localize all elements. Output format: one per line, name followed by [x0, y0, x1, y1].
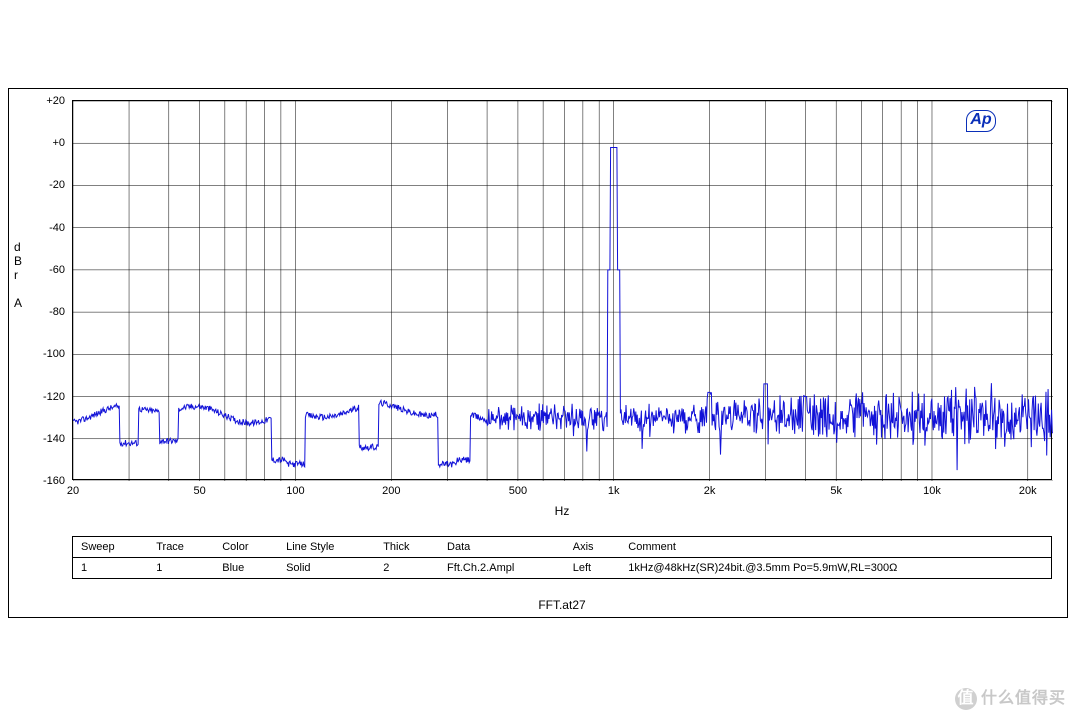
- y-tick: -60: [49, 264, 65, 276]
- table-header-cell: Axis: [565, 537, 621, 558]
- y-tick: +0: [52, 137, 65, 149]
- table-header-row: SweepTraceColorLine StyleThickDataAxisCo…: [73, 537, 1052, 558]
- table-header-cell: Sweep: [73, 537, 149, 558]
- table-cell: 1kHz@48kHz(SR)24bit.@3.5mm Po=5.9mW,RL=3…: [620, 558, 1051, 579]
- table-header-cell: Color: [214, 537, 278, 558]
- x-tick: 100: [286, 485, 304, 497]
- y-tick: -140: [43, 433, 65, 445]
- table-row: 11BlueSolid2Fft.Ch.2.AmplLeft1kHz@48kHz(…: [73, 558, 1052, 579]
- y-tick: -20: [49, 179, 65, 191]
- table-cell: Blue: [214, 558, 278, 579]
- table-cell: Fft.Ch.2.Ampl: [439, 558, 565, 579]
- table-cell: 1: [73, 558, 149, 579]
- ap-logo: Ap: [966, 110, 996, 132]
- x-tick: 2k: [704, 485, 716, 497]
- x-tick: 20k: [1019, 485, 1037, 497]
- y-tick: -80: [49, 306, 65, 318]
- plot-canvas: [73, 101, 1053, 481]
- y-tick: -120: [43, 391, 65, 403]
- table-header-cell: Comment: [620, 537, 1051, 558]
- x-tick: 20: [67, 485, 79, 497]
- fft-plot: 20501002005001k2k5k10k20k+20+0-20-40-60-…: [72, 100, 1052, 480]
- x-tick: 200: [382, 485, 400, 497]
- y-axis-label: d B r A: [14, 240, 22, 310]
- x-tick: 1k: [608, 485, 620, 497]
- table-cell: Left: [565, 558, 621, 579]
- x-tick: 10k: [923, 485, 941, 497]
- y-tick: -100: [43, 348, 65, 360]
- table-header-cell: Line Style: [278, 537, 375, 558]
- table-header-cell: Thick: [375, 537, 439, 558]
- trace-legend-table: SweepTraceColorLine StyleThickDataAxisCo…: [72, 536, 1052, 579]
- table-header-cell: Data: [439, 537, 565, 558]
- table-cell: 2: [375, 558, 439, 579]
- figure-caption: FFT.at27: [72, 598, 1052, 612]
- y-tick: -160: [43, 475, 65, 487]
- watermark-text: 什么值得买: [981, 690, 1066, 707]
- watermark: 值什么值得买: [955, 684, 1066, 710]
- table-cell: Solid: [278, 558, 375, 579]
- y-tick: +20: [46, 95, 65, 107]
- y-tick: -40: [49, 222, 65, 234]
- x-tick: 5k: [830, 485, 842, 497]
- x-axis-label: Hz: [72, 504, 1052, 518]
- watermark-icon: 值: [955, 688, 977, 710]
- x-tick: 500: [509, 485, 527, 497]
- x-tick: 50: [194, 485, 206, 497]
- table-header-cell: Trace: [148, 537, 214, 558]
- table-cell: 1: [148, 558, 214, 579]
